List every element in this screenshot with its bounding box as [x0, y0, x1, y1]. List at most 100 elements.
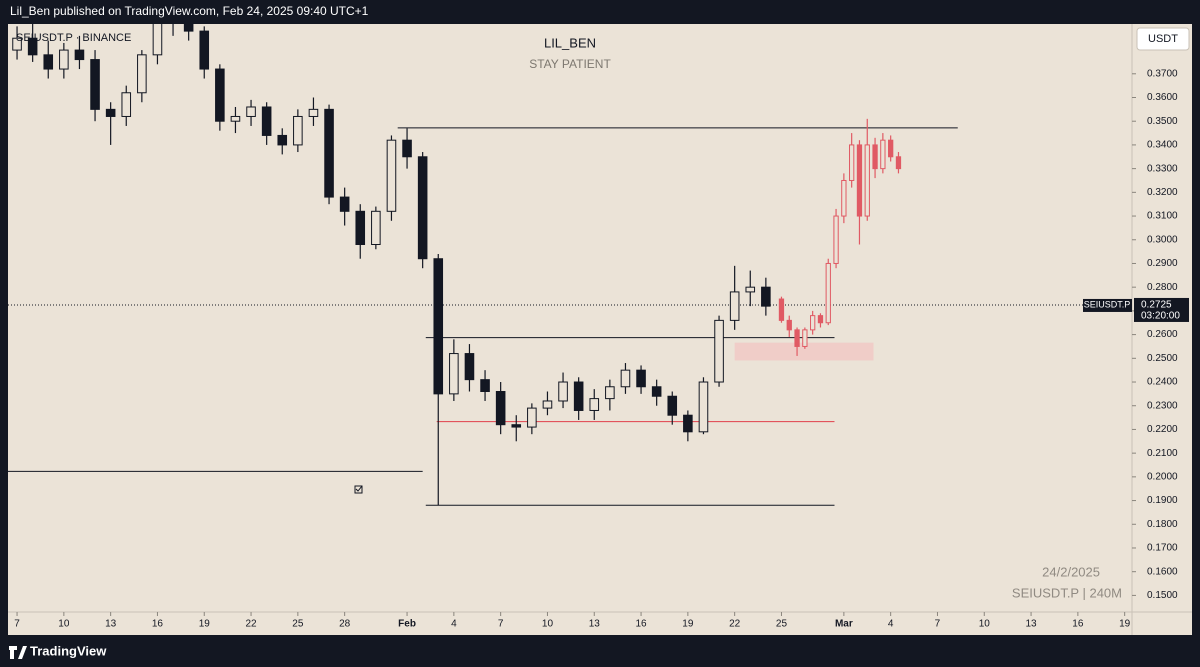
x-tick-label: 25 — [776, 619, 788, 630]
candle-body — [152, 24, 163, 56]
candle-body — [511, 424, 522, 428]
candle-body — [880, 139, 886, 170]
candle-body — [825, 262, 831, 324]
y-tick-label: 0.3200 — [1147, 187, 1178, 198]
candle-body — [293, 115, 303, 146]
chart-subtitle: STAY PATIENT — [529, 57, 611, 71]
currency[interactable]: USDT — [1148, 33, 1178, 45]
y-tick-label: 0.2000 — [1147, 471, 1178, 482]
y-tick-label: 0.3700 — [1147, 68, 1178, 79]
candle-body — [542, 400, 553, 409]
candle-body — [495, 391, 506, 426]
candle-body — [778, 298, 785, 321]
candle-body — [856, 144, 863, 217]
x-tick-label: 4 — [451, 619, 457, 630]
candle-body — [698, 381, 709, 433]
x-tick-label: 13 — [1026, 619, 1038, 630]
candle-body — [308, 108, 319, 117]
candle-body — [105, 108, 116, 117]
candle-body — [277, 134, 288, 146]
candle-body — [433, 258, 444, 395]
overlay: SEIUSDT.P · BINANCE LIL_BEN STAY PATIENT… — [8, 24, 1192, 659]
candle-body — [27, 37, 38, 56]
x-tick-label: 4 — [888, 619, 894, 630]
y-tick-label: 0.3100 — [1147, 211, 1178, 222]
x-tick-label: 16 — [635, 619, 647, 630]
y-tick-label: 0.3600 — [1147, 92, 1178, 103]
currency-box[interactable] — [1136, 27, 1190, 51]
candle-body — [573, 381, 584, 411]
candle-body — [895, 156, 902, 170]
y-tick-label: 0.2100 — [1147, 448, 1178, 459]
x-tick-label: 19 — [1119, 619, 1131, 630]
y-tick-label: 0.1900 — [1147, 495, 1178, 506]
chart-title: LIL_BEN — [544, 35, 596, 50]
last-price-symbol: SEIUSDT.P — [1084, 299, 1131, 309]
candle-body — [183, 24, 194, 32]
candle-body — [667, 395, 678, 416]
y-tick-label: 0.3400 — [1147, 140, 1178, 151]
candle-body — [121, 92, 132, 117]
zone — [734, 342, 874, 361]
candle-body — [246, 106, 256, 117]
candle-body — [355, 210, 366, 246]
candle-body — [261, 106, 272, 136]
candle-body — [714, 319, 724, 383]
x-tick-label: 7 — [935, 619, 941, 630]
candle-body — [74, 49, 85, 61]
x-tick-label: 7 — [498, 619, 504, 630]
x-tick-label: 10 — [542, 619, 554, 630]
candle-body — [371, 210, 381, 246]
candle-body — [833, 215, 839, 264]
y-tick-label: 0.2900 — [1147, 258, 1178, 269]
x-tick-label: 10 — [979, 619, 991, 630]
watermark-date: 24/2/2025 — [1042, 564, 1100, 579]
countdown: 03:20:00 — [1141, 311, 1180, 322]
y-tick-label: 0.1800 — [1147, 519, 1178, 530]
last-price: 0.2725 — [1141, 300, 1172, 311]
candle-body — [864, 144, 870, 217]
last-price-symbol-box — [1083, 298, 1132, 312]
candle-body — [872, 144, 878, 170]
candle-body — [215, 68, 225, 122]
candle-body — [620, 369, 631, 388]
y-tick-label: 0.2400 — [1147, 377, 1178, 388]
x-tick-label: 25 — [292, 619, 304, 630]
candle-body — [888, 139, 894, 158]
y-tick-label: 0.2300 — [1147, 400, 1178, 411]
candle-body — [199, 30, 210, 70]
x-tick-label: 19 — [682, 619, 694, 630]
candle-body — [480, 379, 490, 393]
y-tick-label: 0.1500 — [1147, 590, 1178, 601]
candle-body — [59, 49, 69, 70]
candle-body — [786, 319, 792, 331]
candle-body — [651, 386, 662, 397]
candle-body — [324, 108, 334, 198]
y-tick-label: 0.2200 — [1147, 424, 1178, 435]
x-tick-label: 13 — [105, 619, 117, 630]
candle-body — [386, 139, 397, 212]
tv-logo — [9, 646, 27, 659]
brand: TradingView — [30, 643, 107, 658]
candle-body — [449, 353, 459, 395]
candle-body — [137, 54, 147, 94]
candle-body — [527, 407, 537, 428]
candle-body — [817, 315, 824, 324]
checkbox-icon — [354, 485, 363, 494]
candle-body — [745, 286, 756, 293]
y-tick-label: 0.2800 — [1147, 282, 1178, 293]
candle-body — [761, 286, 771, 307]
x-tick-label: 16 — [152, 619, 164, 630]
header: Lil_Ben published on TradingView.com, Fe… — [10, 4, 369, 18]
candle-body — [339, 196, 350, 212]
candle-body — [589, 398, 600, 411]
y-tick-label: 0.1600 — [1147, 566, 1178, 577]
y-tick-label: 0.2500 — [1147, 353, 1178, 364]
candle-body — [683, 414, 693, 433]
y-tick-label: 0.3300 — [1147, 163, 1178, 174]
plot — [8, 24, 1132, 506]
candle-body — [841, 179, 847, 217]
x-tick-label: 28 — [339, 619, 351, 630]
candle-body — [729, 291, 740, 321]
